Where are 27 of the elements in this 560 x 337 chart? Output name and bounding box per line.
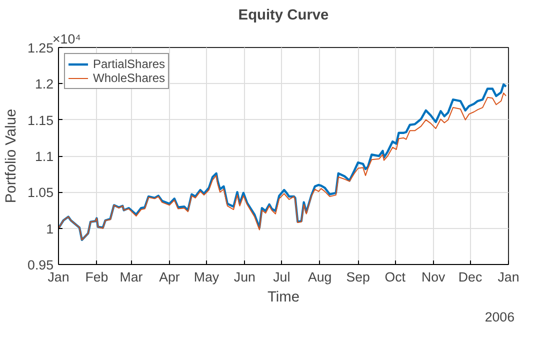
chart-title: Equity Curve [238,8,329,24]
y-axis-title: Portfolio Value [4,108,20,204]
x-tick-label: Sep [346,270,370,284]
legend-label: PartialShares [93,57,166,71]
y-tick-label: 1.1 [34,149,54,164]
y-tick-label: 1.05 [28,185,54,200]
x-tick-label: Oct [384,270,406,284]
x-tick-label: Mar [120,270,144,284]
x-tick-label: May [194,270,220,284]
x-tick-label: Dec [458,270,482,284]
x-axis-title: Time [267,290,300,306]
y-tick-label: 1.25 [28,40,54,56]
text: 2006 [484,310,515,324]
x-tick-label: Jan [48,270,70,284]
y-tick-label: 1.2 [34,76,54,92]
x-tick-label: Jan [498,270,520,284]
x-tick-label: Jun [234,270,256,284]
x-tick-label: Feb [85,270,108,284]
text: ×10⁴ [52,32,82,46]
y-tick-label: 1 [46,221,54,236]
y-tick-label: 1.15 [28,112,54,128]
x-tick-label: Apr [159,270,180,284]
legend-label: WholeShares [93,71,166,85]
x-tick-label: Nov [421,270,446,284]
x-tick-label: Aug [308,270,332,284]
x-tick-label: Jul [273,270,290,284]
y-tick-label: 0.95 [28,258,54,272]
